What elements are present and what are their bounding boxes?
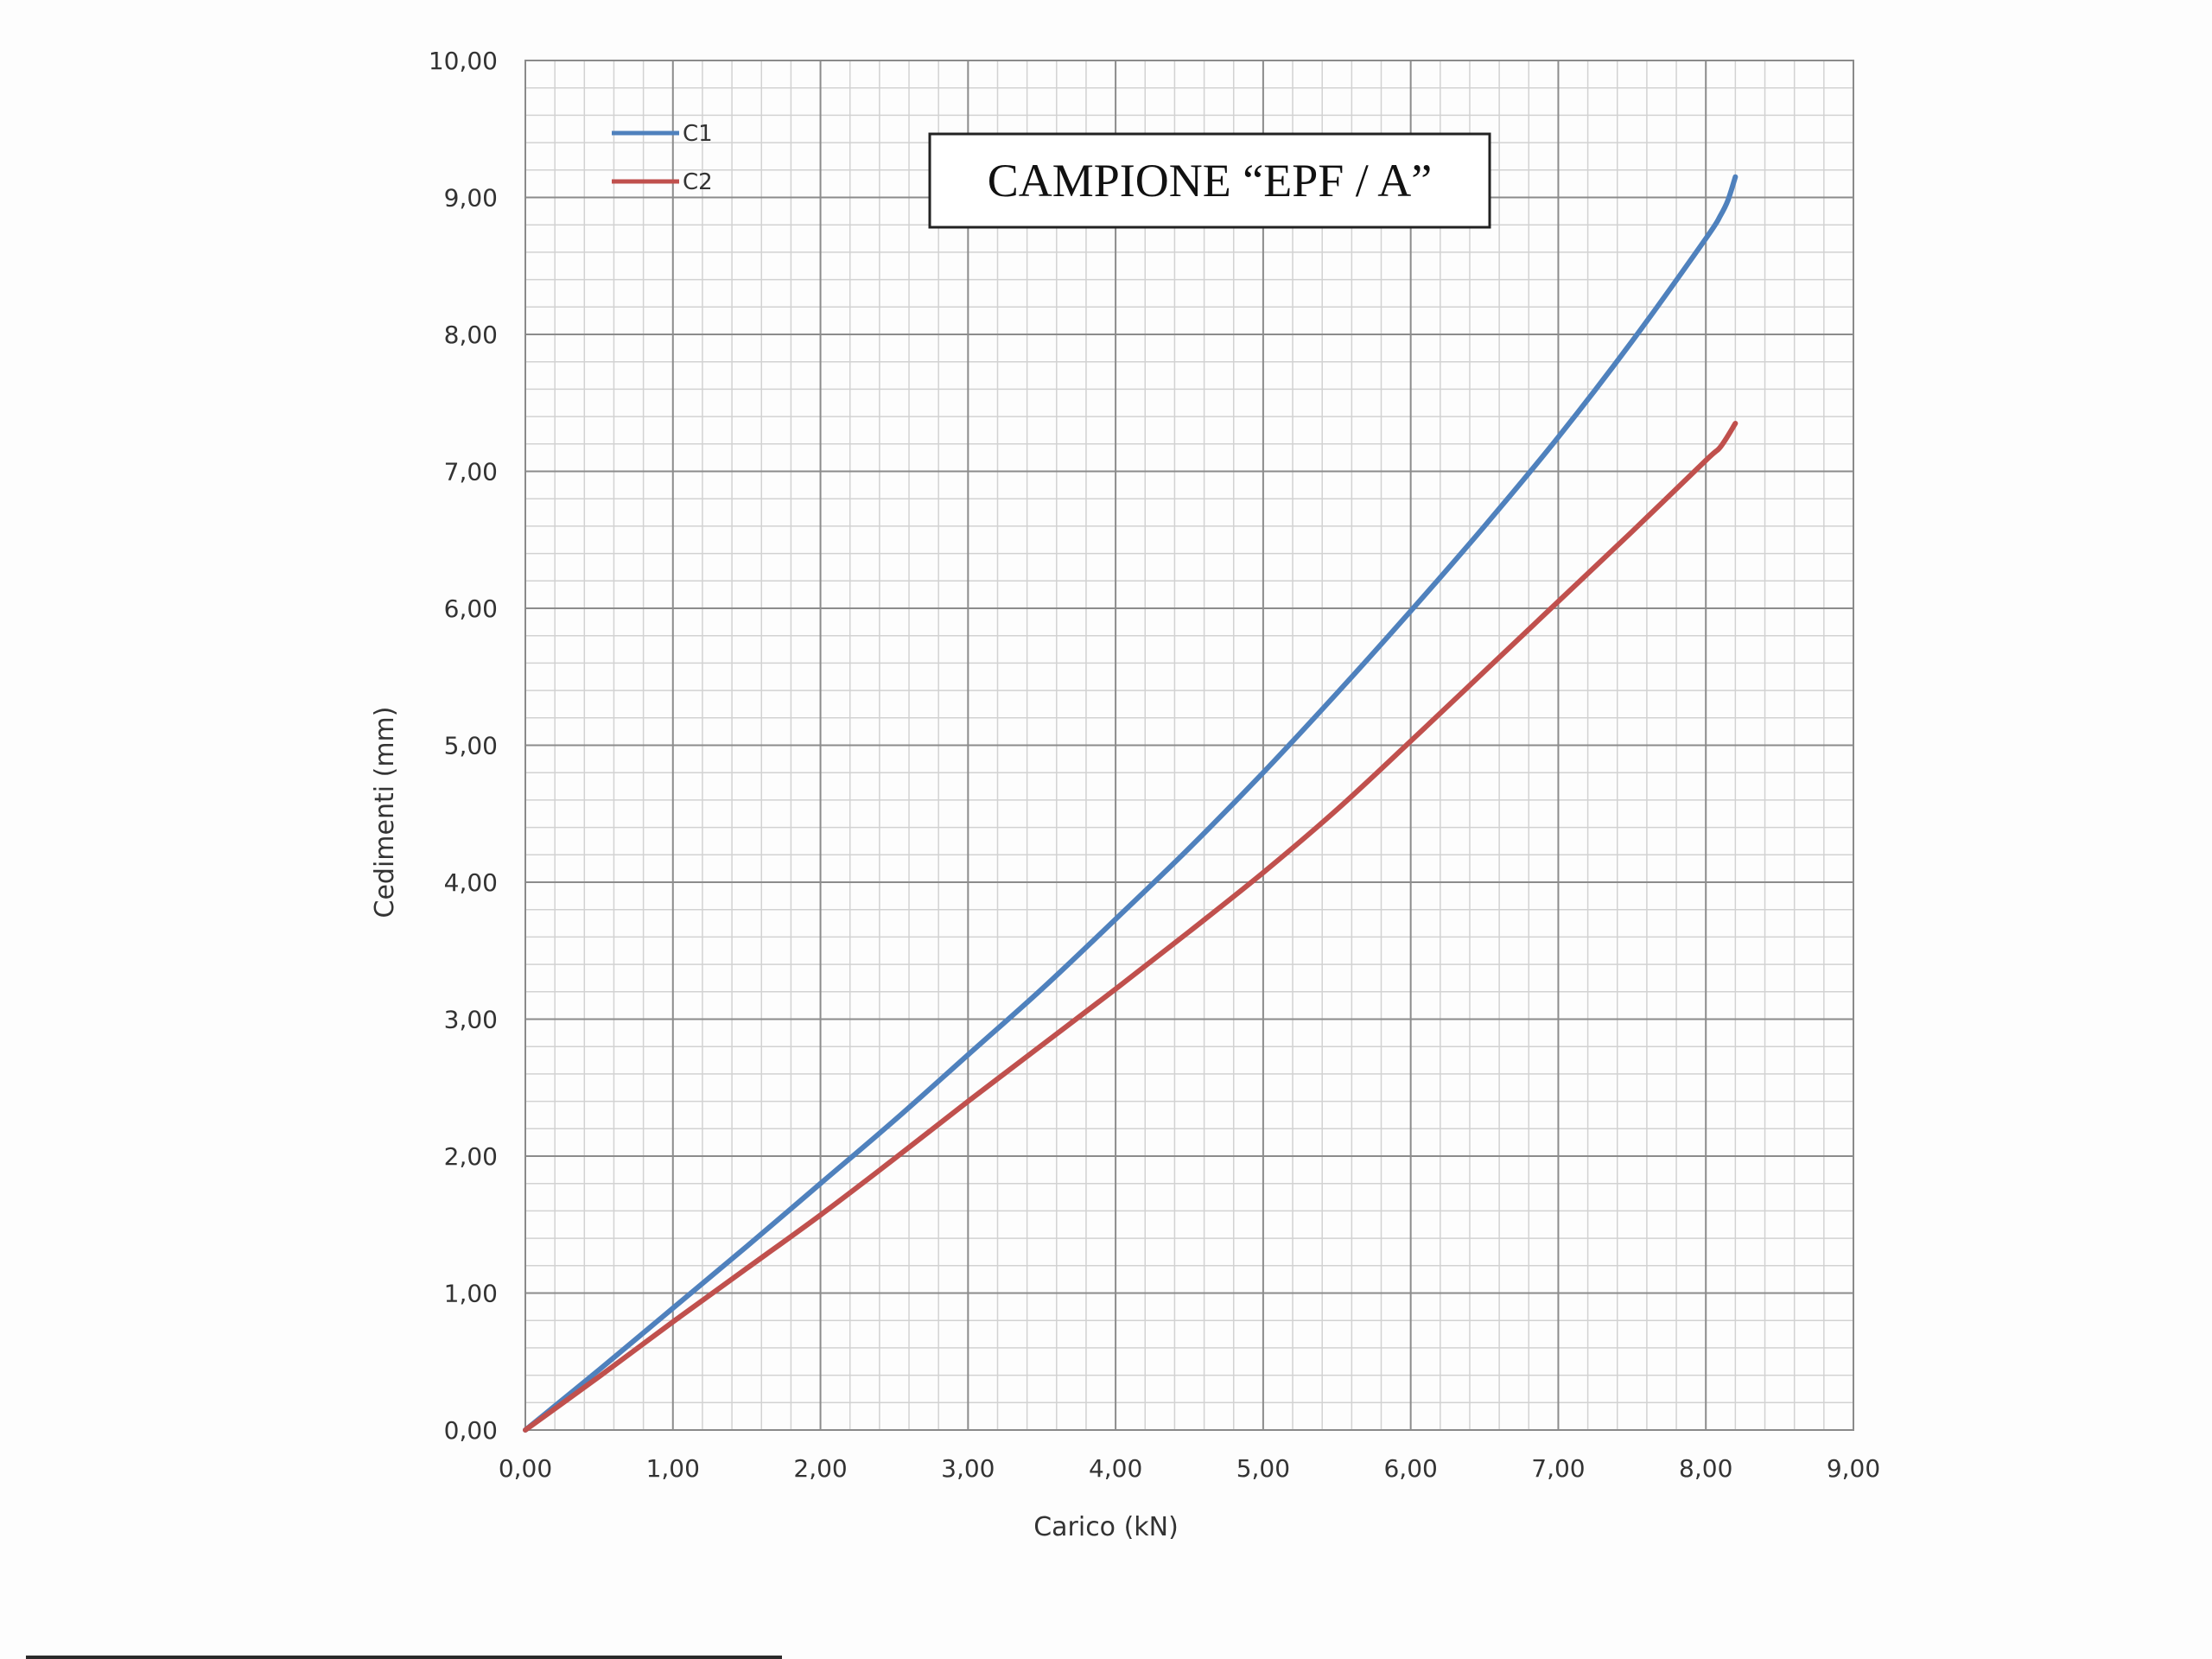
y-tick-label: 4,00 bbox=[444, 868, 498, 897]
y-tick-label: 2,00 bbox=[444, 1142, 498, 1171]
y-tick-label: 5,00 bbox=[444, 732, 498, 760]
x-tick-label: 4,00 bbox=[1089, 1454, 1142, 1483]
x-axis-title: Carico (kN) bbox=[1033, 1512, 1179, 1542]
y-tick-label: 3,00 bbox=[444, 1006, 498, 1034]
x-tick-label: 9,00 bbox=[1827, 1454, 1880, 1483]
x-tick-label: 0,00 bbox=[499, 1454, 552, 1483]
y-tick-label: 10,00 bbox=[429, 47, 498, 75]
y-tick-label: 1,00 bbox=[444, 1280, 498, 1308]
series-layer bbox=[523, 174, 1738, 1433]
legend-label-c1: C1 bbox=[683, 121, 713, 147]
y-tick-labels: 0,00 1,00 2,00 3,00 4,00 5,00 6,00 7,00 8,00 9,00… bbox=[429, 47, 498, 1445]
y-tick-label: 8,00 bbox=[444, 321, 498, 349]
x-tick-label: 8,00 bbox=[1679, 1454, 1732, 1483]
series-line-c1 bbox=[523, 174, 1738, 1433]
series-line-c2 bbox=[523, 421, 1738, 1433]
x-tick-label: 3,00 bbox=[941, 1454, 995, 1483]
y-axis-title: Cedimenti (mm) bbox=[370, 707, 400, 918]
major-gridlines bbox=[524, 60, 1854, 1431]
x-tick-labels: 0,00 1,00 2,00 3,00 4,00 5,00 6,00 7,00 8,00 9,00 bbox=[499, 1454, 1880, 1483]
scan-edge-mark bbox=[26, 1656, 782, 1659]
y-tick-label: 0,00 bbox=[444, 1416, 498, 1445]
y-tick-label: 9,00 bbox=[444, 184, 498, 213]
y-tick-label: 6,00 bbox=[444, 594, 498, 623]
x-tick-label: 6,00 bbox=[1383, 1454, 1437, 1483]
plot-frame bbox=[524, 60, 1854, 1431]
title-frame bbox=[928, 132, 1491, 229]
chart-title-box: CAMPIONE “EPF / A” bbox=[928, 132, 1491, 229]
chart-title: CAMPIONE “EPF / A” bbox=[988, 155, 1433, 207]
legend-label-c2: C2 bbox=[683, 169, 713, 195]
x-tick-label: 2,00 bbox=[793, 1454, 847, 1483]
x-tick-label: 1,00 bbox=[646, 1454, 700, 1483]
x-tick-label: 7,00 bbox=[1531, 1454, 1585, 1483]
y-tick-label: 7,00 bbox=[444, 458, 498, 486]
legend: C1 C2 bbox=[612, 121, 713, 195]
x-tick-label: 5,00 bbox=[1236, 1454, 1290, 1483]
plot-area bbox=[523, 60, 1854, 1433]
